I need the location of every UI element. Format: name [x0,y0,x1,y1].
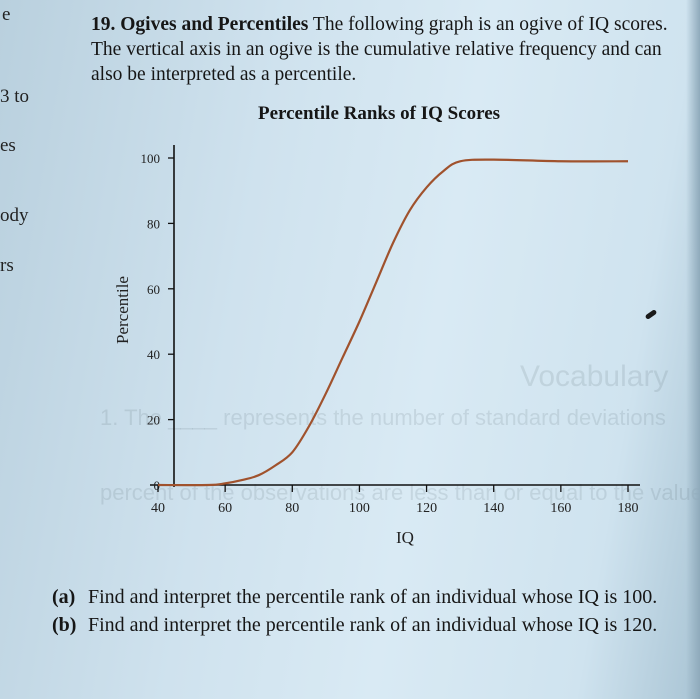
y-tick-label: 80 [147,216,160,231]
x-axis-label: IQ [396,528,414,547]
bleed-through-text: 1. The ____ represents the number of sta… [100,405,666,430]
problem-statement: 19. Ogives and Percentiles The following… [91,12,681,87]
y-tick-label: 40 [147,347,160,362]
y-tick-label: 100 [141,151,161,166]
margin-fragment: es [0,135,16,156]
question-text: Find and interpret the percentile rank o… [88,586,658,608]
x-tick-label: 140 [483,501,504,516]
questions-list: (a) Find and interpret the percentile ra… [52,584,700,640]
y-tick-label: 0 [154,478,161,493]
question-label: (b) [52,614,77,636]
problem-text: The following graph is an ogive of IQ sc… [91,14,668,85]
problem-heading: Ogives and Percentiles [120,14,309,35]
margin-fragment: e [2,4,11,25]
margin-fragment: ody [0,205,29,226]
question-text: Find and interpret the percentile rank o… [88,614,658,636]
x-tick-label: 60 [218,501,232,516]
ogive-curve [157,158,629,487]
x-tick-label: 120 [416,501,437,516]
page-edge-shadow [686,0,700,699]
y-tick-label: 20 [147,413,160,428]
x-tick-label: 40 [151,501,165,516]
margin-fragment: rs [0,255,14,276]
x-tick-label: 80 [285,501,299,516]
bleed-through-text: Vocabulary [520,360,669,393]
margin-fragment: 3 to [0,86,30,107]
question-a: (a) Find and interpret the percentile ra… [52,584,700,610]
problem-number: 19. [91,14,116,35]
x-tick-label: 160 [550,501,571,516]
question-b: (b) Find and interpret the percentile ra… [52,612,700,638]
question-label: (a) [52,586,76,608]
y-axis-label: Percentile [113,276,132,344]
x-tick-label: 180 [618,501,639,516]
chart-title: Percentile Ranks of IQ Scores [258,103,501,124]
x-tick-label: 100 [349,501,370,516]
y-tick-label: 60 [147,282,160,297]
